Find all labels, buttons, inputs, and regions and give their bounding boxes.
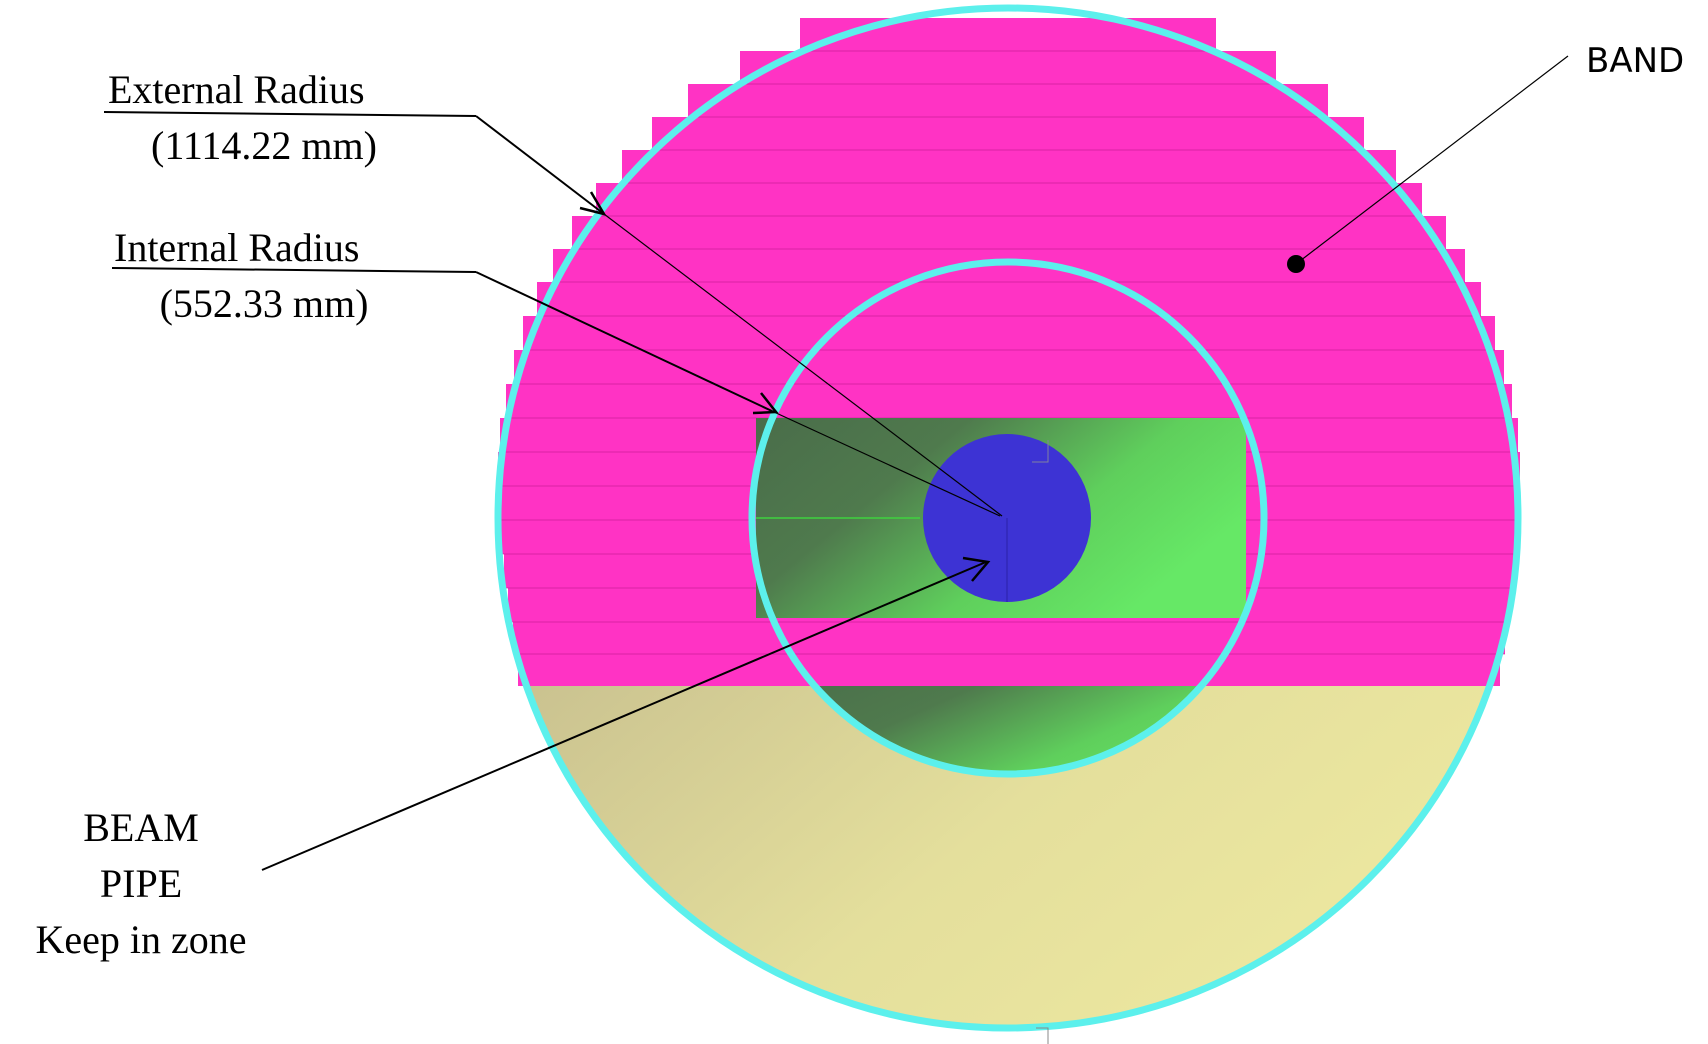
outer-radius-ring (494, 4, 1522, 1032)
internal-radius-title: Internal Radius (114, 225, 360, 270)
band-label: BAND (1586, 41, 1685, 81)
beam-pipe-label-line1: BEAM (83, 805, 199, 850)
external-radius-title: External Radius (108, 67, 365, 112)
band-marker-dot (1287, 255, 1305, 273)
internal-radius-arrowhead (752, 392, 779, 415)
arrowheads (579, 191, 991, 582)
external-radius-value: (1114.22 mm) (151, 123, 377, 168)
beam-pipe-label-line3: Keep in zone (35, 917, 247, 962)
beam-pipe-arrowhead (962, 556, 991, 582)
inner-radius-ring (748, 258, 1268, 778)
internal-radius-value: (552.33 mm) (159, 281, 369, 326)
external-radius-arrowhead (579, 191, 607, 216)
leader-lines (103, 55, 1569, 871)
beam-pipe-label-line2: PIPE (99, 861, 183, 906)
bottom-marker (1036, 1027, 1049, 1044)
